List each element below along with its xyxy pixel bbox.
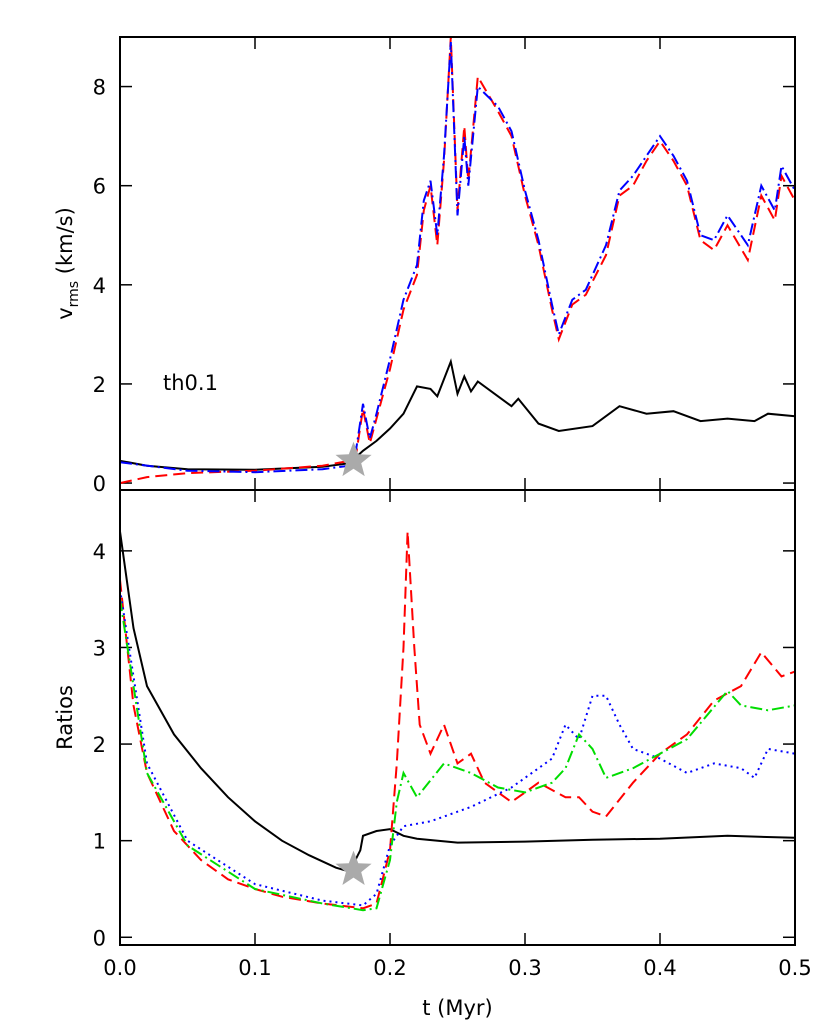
annotation: th0.1 xyxy=(163,371,218,395)
star-marker xyxy=(335,441,372,477)
plot-frame xyxy=(119,36,796,491)
x-tick-label: 0.3 xyxy=(508,956,541,980)
x-tick-label: 0.4 xyxy=(643,956,676,980)
x-tick-label: 0.2 xyxy=(373,956,406,980)
series-line xyxy=(119,599,796,912)
y-tick-label: 8 xyxy=(93,76,106,100)
series-line xyxy=(119,358,796,471)
series-line xyxy=(119,589,796,907)
star-marker xyxy=(335,850,372,885)
y-axis-label: vrms (km/s) xyxy=(53,207,82,320)
y-tick-label: 6 xyxy=(93,175,106,199)
x-tick-label: 0.5 xyxy=(778,956,811,980)
y-axis-label: Ratios xyxy=(53,685,77,750)
y-tick-label: 2 xyxy=(93,733,106,757)
x-axis-label: t (Myr) xyxy=(422,996,492,1020)
y-axis-label-text: Ratios xyxy=(53,685,77,750)
y-tick-label: 3 xyxy=(93,636,106,660)
y-axis-label-space xyxy=(53,274,77,281)
series-line xyxy=(119,531,796,910)
y-axis-label-subscript: rms xyxy=(66,281,82,307)
y-tick-label: 4 xyxy=(93,540,106,564)
x-tick-label: 0.0 xyxy=(103,956,136,980)
series-line xyxy=(119,41,796,474)
series-line xyxy=(119,36,796,485)
plot-frame xyxy=(119,489,796,946)
x-tick-label: 0.1 xyxy=(238,956,271,980)
series-line xyxy=(119,531,796,873)
y-tick-label: 2 xyxy=(93,373,106,397)
y-axis-label-unit: (km/s) xyxy=(53,207,77,274)
y-axis-label-text: v xyxy=(53,307,77,319)
y-tick-label: 0 xyxy=(93,926,106,950)
y-tick-label: 0 xyxy=(93,472,106,496)
y-tick-label: 1 xyxy=(93,830,106,854)
y-tick-label: 4 xyxy=(93,274,106,298)
